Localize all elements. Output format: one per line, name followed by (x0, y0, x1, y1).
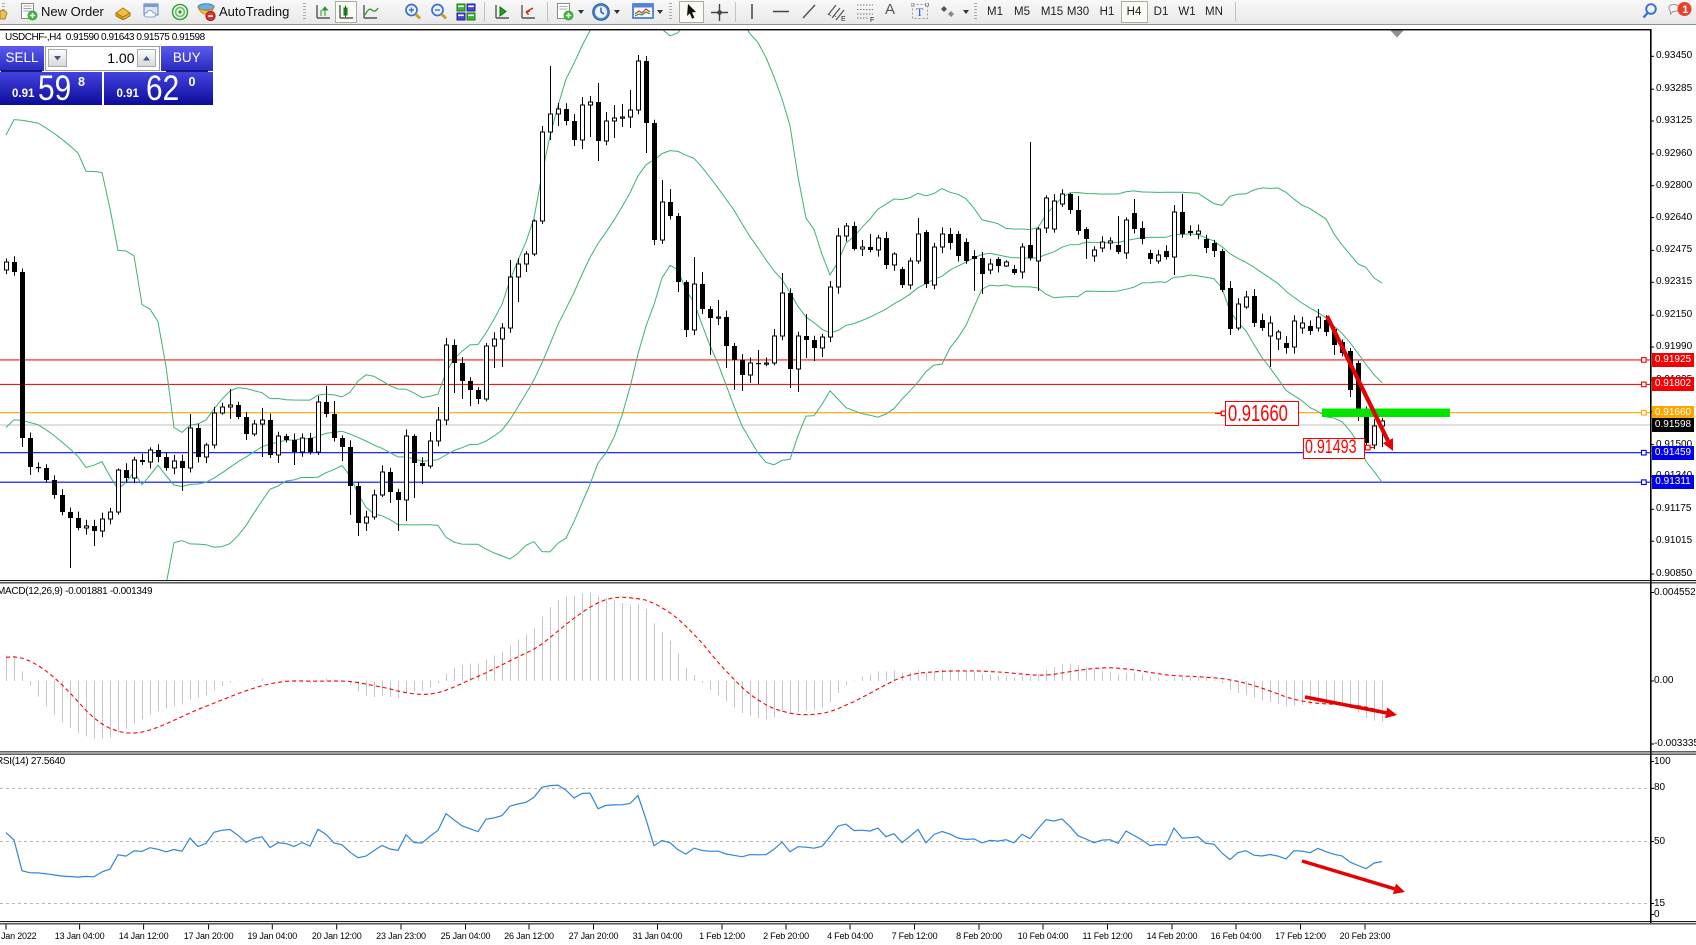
svg-text:E: E (841, 16, 846, 22)
svg-text:1: 1 (1682, 4, 1688, 16)
svg-text:T: T (916, 5, 924, 19)
svg-text:F: F (870, 17, 874, 22)
